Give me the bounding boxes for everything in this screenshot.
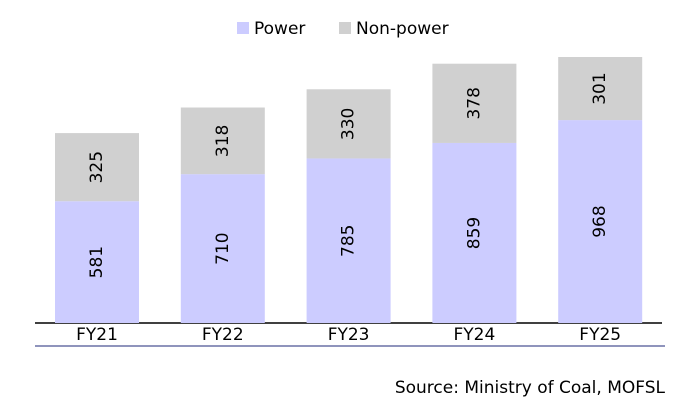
data-label: 785 (339, 225, 359, 257)
x-tick-label: FY25 (579, 325, 621, 345)
data-label: 318 (213, 125, 233, 157)
data-label: 581 (87, 246, 107, 278)
bar-segment (432, 63, 517, 143)
source: Source: Ministry of Coal, MOFSL (395, 378, 666, 398)
legend-label: Power (254, 19, 305, 39)
bar-segment (180, 174, 265, 323)
bar-segment (558, 57, 643, 121)
bar-segment (55, 133, 139, 202)
bar-segment (432, 142, 517, 323)
bar-segment (306, 89, 391, 159)
bar-segment (55, 201, 139, 323)
data-label: 378 (464, 87, 484, 119)
x-tick-label: FY22 (202, 325, 244, 345)
bar-segment (180, 107, 265, 175)
data-label: 859 (464, 217, 484, 249)
bar-segment (558, 120, 643, 323)
legend-swatch (339, 22, 351, 34)
legend-label: Non-power (356, 19, 449, 39)
legend-swatch (237, 22, 249, 34)
data-label: 968 (590, 205, 610, 237)
data-label: 325 (87, 151, 107, 183)
bar-segment (306, 158, 391, 323)
x-tick-label: FY21 (76, 325, 118, 345)
x-tick-label: FY24 (454, 325, 496, 345)
data-label: 330 (339, 108, 359, 140)
data-label: 301 (590, 72, 610, 104)
data-label: 710 (213, 232, 233, 264)
x-tick-label: FY23 (328, 325, 370, 345)
